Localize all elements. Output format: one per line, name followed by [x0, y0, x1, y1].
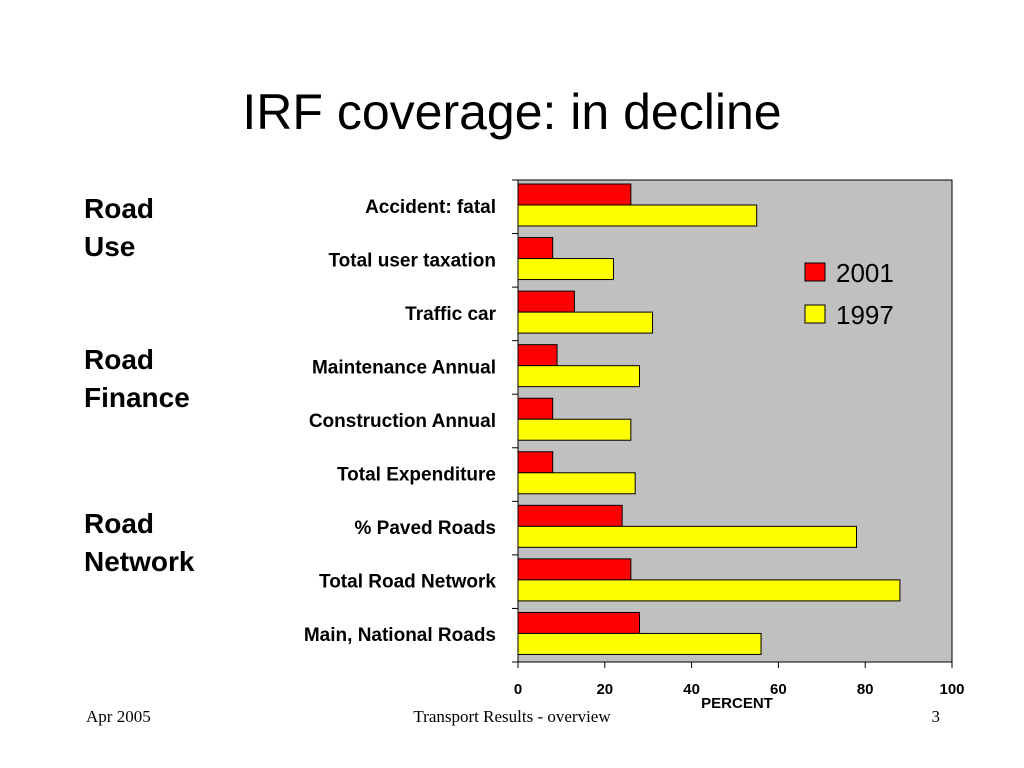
- category-label: Main, National Roads: [304, 625, 496, 646]
- category-label: Total user taxation: [328, 250, 496, 271]
- x-tick-label: 20: [596, 681, 613, 698]
- category-label: Construction Annual: [309, 411, 496, 432]
- x-tick-label: 80: [857, 681, 874, 698]
- category-label: Traffic car: [405, 304, 496, 325]
- bar-1997-5: [517, 472, 636, 495]
- bar-2001-0: [517, 183, 632, 206]
- group-label-road-network-line2: Network: [84, 546, 195, 577]
- bar-2001-8: [517, 611, 641, 634]
- bar-1997-6: [517, 525, 858, 548]
- group-label-road-use-line1: Road: [84, 193, 154, 224]
- footer-page-number: 3: [931, 707, 941, 726]
- footer-date: Apr 2005: [86, 707, 151, 726]
- bar-2001-1: [517, 237, 554, 260]
- bar-1997-8: [517, 632, 762, 655]
- x-axis-label: PERCENT: [701, 695, 773, 712]
- group-label-road-network: Road Network: [84, 505, 194, 581]
- bar-2001-3: [517, 344, 558, 367]
- bar-1997-3: [517, 365, 641, 388]
- footer-center: Transport Results - overview: [413, 707, 611, 726]
- legend-label-2001: 2001: [836, 258, 894, 288]
- bar-1997-1: [517, 258, 614, 281]
- bar-2001-6: [517, 504, 623, 527]
- bar-1997-7: [517, 579, 901, 602]
- category-label: Total Road Network: [319, 572, 496, 593]
- category-label: Accident: fatal: [365, 197, 496, 218]
- legend-label-1997: 1997: [836, 300, 894, 330]
- bar-2001-2: [517, 290, 575, 313]
- bar-1997-2: [517, 311, 654, 334]
- group-label-road-use: Road Use: [84, 190, 154, 266]
- bar-1997-0: [517, 204, 758, 227]
- bar-2001-5: [517, 451, 554, 474]
- group-label-road-finance-line2: Finance: [84, 382, 190, 413]
- bar-2001-4: [517, 397, 554, 420]
- group-label-road-use-line2: Use: [84, 231, 136, 262]
- category-label: Maintenance Annual: [312, 357, 496, 378]
- category-label: Total Expenditure: [337, 465, 496, 486]
- x-tick-label: 100: [939, 681, 964, 698]
- bar-1997-4: [517, 418, 632, 441]
- category-label: % Paved Roads: [355, 518, 497, 539]
- legend-swatch-2001: [804, 262, 826, 282]
- group-label-road-network-line1: Road: [84, 508, 154, 539]
- slide-title: IRF coverage: in decline: [242, 84, 782, 140]
- group-label-road-finance: Road Finance: [84, 341, 190, 417]
- bar-2001-7: [517, 558, 632, 581]
- group-label-road-finance-line1: Road: [84, 344, 154, 375]
- x-tick-label: 40: [683, 681, 700, 698]
- x-tick-label: 60: [770, 681, 787, 698]
- x-tick-label: 0: [514, 681, 522, 698]
- legend-swatch-1997: [804, 304, 826, 324]
